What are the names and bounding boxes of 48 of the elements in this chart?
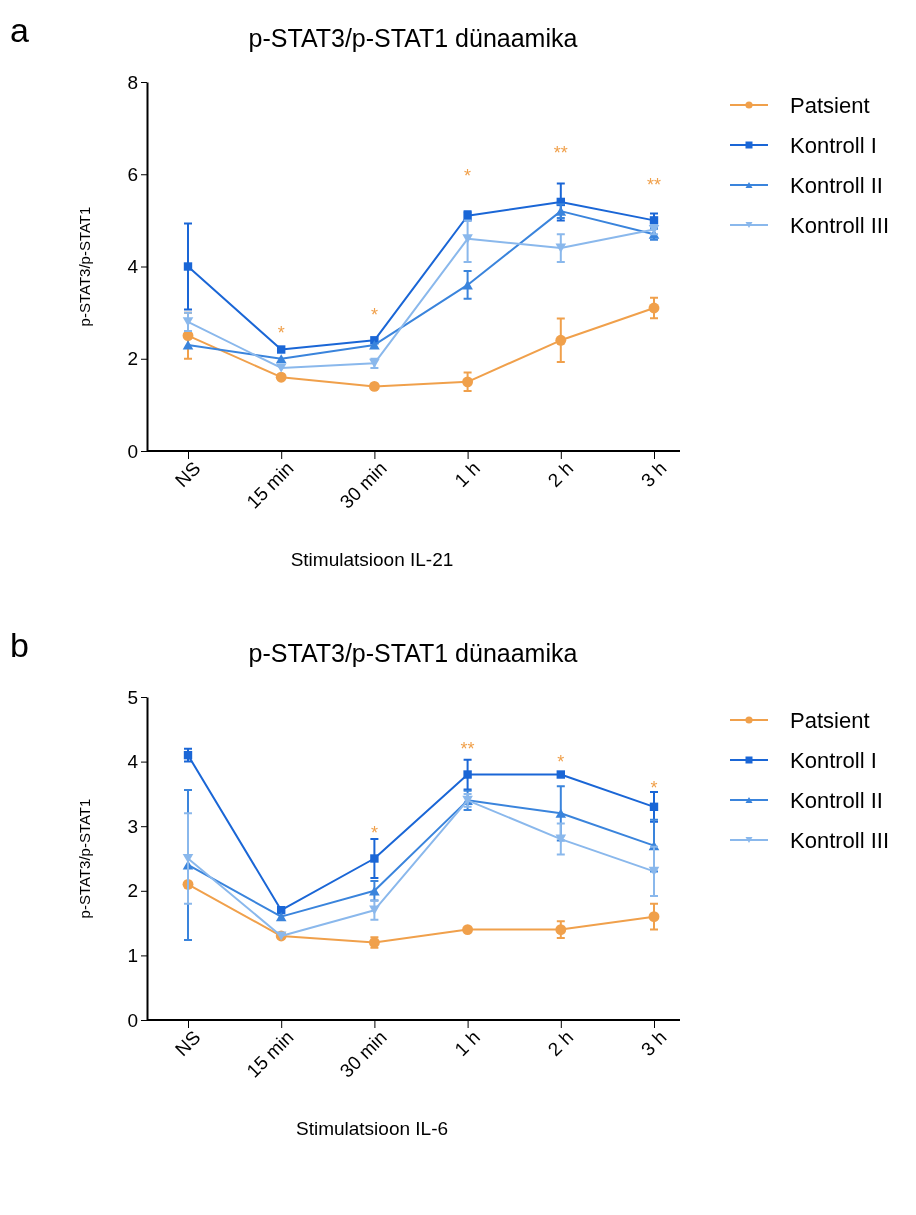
legend-label: Patsient [790,707,870,733]
x-tick-label: 1 h [450,457,485,492]
text: b [10,626,29,664]
x-tick-label: 2 h [543,1026,578,1061]
x-tick-label: NS [170,457,205,492]
x-axis-title: Stimulatsioon IL-6 [295,1118,449,1139]
legend-label: Patsient [790,92,870,118]
legend-label: Kontroll III [790,212,890,238]
legend-label: Kontroll I [790,747,877,773]
y-tick-label: 2 [127,880,138,902]
chart-title: p-STAT3/p-STAT1 dünaamika [248,639,578,667]
x-tick-label: NS [170,1026,205,1061]
chart-title: p-STAT3/p-STAT1 dünaamika [248,24,578,52]
y-tick-label: 0 [127,440,138,462]
y-tick-label: 5 [127,686,138,708]
legend-label: Kontroll II [790,172,883,198]
x-tick-label: 15 min [242,457,298,513]
y-tick-label: 8 [127,71,138,93]
x-tick-label: 30 min [335,1026,391,1082]
y-tick-label: 3 [127,815,138,837]
y-axis-title: p-STAT3/p-STAT1 [76,206,93,327]
x-tick-label: 1 h [450,1026,485,1061]
y-tick-label: 0 [127,1009,138,1031]
x-tick-label: 3 h [636,457,671,492]
y-tick-label: 1 [127,944,138,966]
legend-label: Kontroll I [790,132,877,158]
y-tick-label: 4 [127,256,139,278]
annotation: * [370,822,378,843]
y-tick-label: 2 [127,348,138,370]
text: a [10,11,29,49]
annotation: * [464,166,472,187]
y-axis-title: p-STAT3/p-STAT1 [76,798,93,919]
x-tick-label: 2 h [543,457,578,492]
legend-label: Kontroll III [790,827,890,853]
x-tick-label: 30 min [335,457,391,513]
x-tick-label: 15 min [242,1026,298,1082]
legend-label: Kontroll II [790,787,883,813]
annotation: * [277,323,285,344]
annotation: ** [553,143,568,164]
annotation: * [370,304,378,325]
annotation: ** [646,175,662,196]
x-tick-label: 3 h [636,1026,671,1061]
x-axis-title: Stimulatsioon IL-21 [290,549,454,570]
y-tick-label: 6 [127,163,138,185]
y-tick-label: 4 [127,751,139,773]
annotation: ** [460,738,475,759]
annotation: * [557,751,565,772]
annotation: * [650,777,658,798]
